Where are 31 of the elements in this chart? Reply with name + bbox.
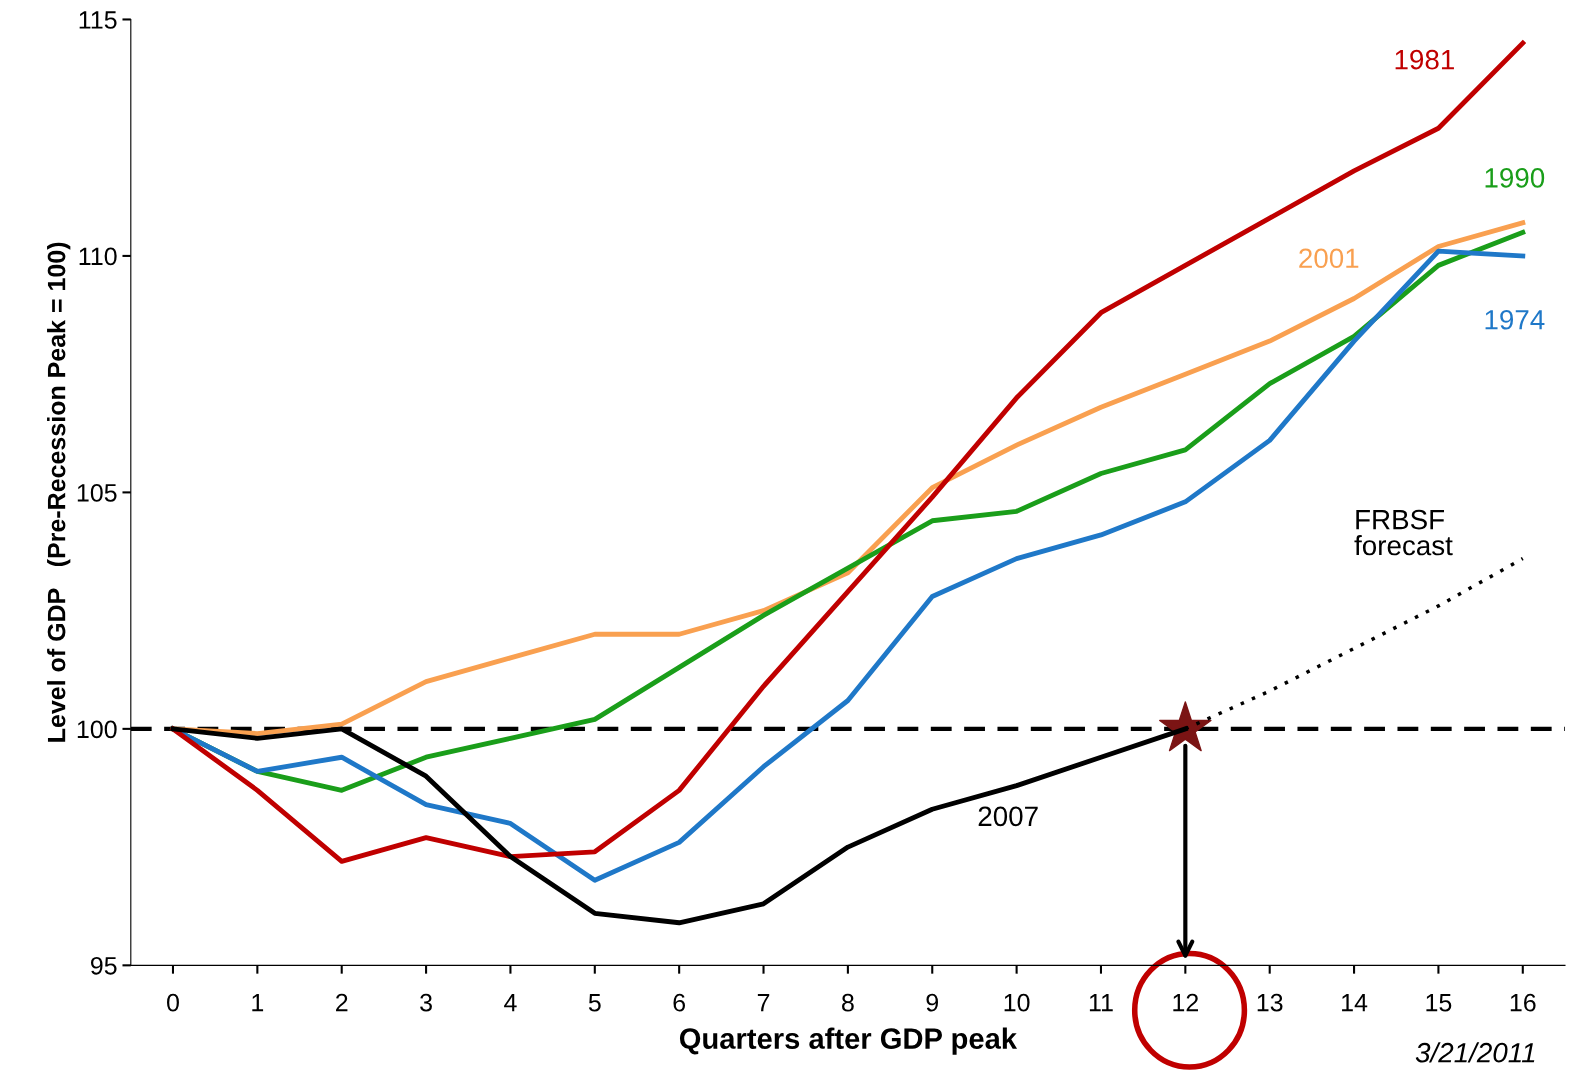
x-tick-label: 13 xyxy=(1257,993,1283,1012)
y-axis-title: Level of GDP (Pre-Recession Peak = 100) xyxy=(47,242,71,742)
y-tick-label: 115 xyxy=(79,11,117,29)
x-tick-label: 10 xyxy=(1004,993,1030,1012)
series-label: 2007 xyxy=(978,806,1038,827)
x-tick-label: 4 xyxy=(504,994,517,1012)
x-tick-label: 6 xyxy=(673,993,686,1012)
text: 3/21/2011 xyxy=(1415,1042,1535,1063)
y-tick-label: 105 xyxy=(77,484,117,502)
x-tick-label: 16 xyxy=(1510,993,1536,1012)
y-tick-label: 95 xyxy=(90,956,117,975)
x-tick-label: 11 xyxy=(1089,994,1113,1012)
text: 1974 xyxy=(1485,309,1545,330)
x-tick-label: 9 xyxy=(926,993,939,1012)
x-tick-label: 15 xyxy=(1426,994,1452,1012)
series-label: 1981 xyxy=(1395,49,1454,70)
x-tick-label: 5 xyxy=(588,994,601,1012)
series-label: FRBSF forecast xyxy=(1354,509,1453,556)
y-tick-label: 110 xyxy=(79,247,117,266)
x-tick-label: 12 xyxy=(1173,993,1198,1012)
x-tick-label: 14 xyxy=(1342,994,1368,1012)
series-label: 1990 xyxy=(1485,168,1545,188)
series-label: 2001 xyxy=(1299,248,1359,269)
x-tick-label: 7 xyxy=(757,994,770,1012)
x-tick-label: 3 xyxy=(420,993,432,1012)
x-tick-label: 0 xyxy=(167,993,179,1012)
y-tick-label: 100 xyxy=(77,720,117,739)
x-tick-label: 2 xyxy=(336,993,348,1012)
x-tick-label: 8 xyxy=(842,993,854,1012)
x-axis-title: Quarters after GDP peak xyxy=(679,1027,1018,1055)
x-tick-label: 1 xyxy=(252,994,264,1012)
